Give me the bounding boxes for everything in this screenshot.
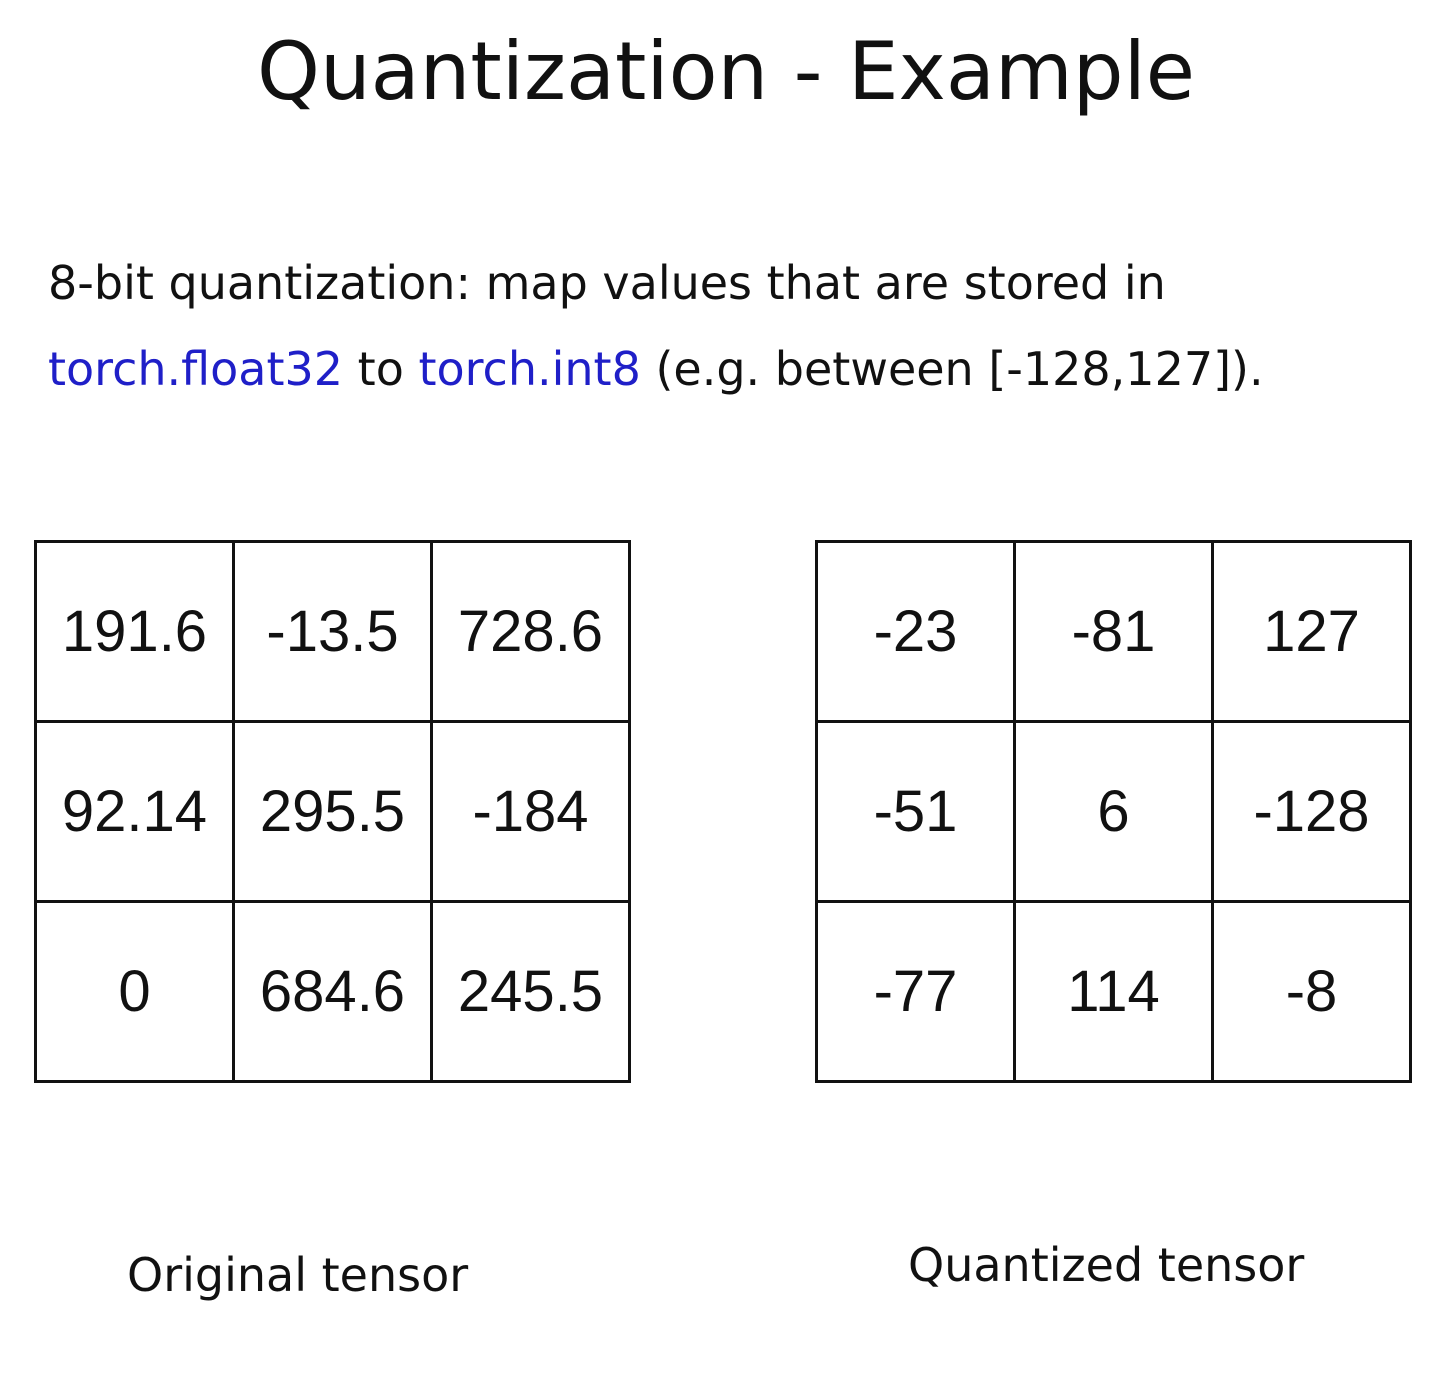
page-title: Quantization - Example	[0, 22, 1440, 122]
table-row: 191.6 -13.5 728.6	[36, 542, 630, 722]
table-cell: 684.6	[234, 902, 432, 1082]
table-cell: 191.6	[36, 542, 234, 722]
table-cell: -51	[817, 722, 1015, 902]
table-cell: -128	[1213, 722, 1411, 902]
table-cell: -81	[1015, 542, 1213, 722]
table-cell: -77	[817, 902, 1015, 1082]
description-line1: 8-bit quantization: map values that are …	[48, 256, 1166, 310]
table-cell: 114	[1015, 902, 1213, 1082]
to-dtype: torch.int8	[418, 342, 640, 396]
table-cell: 728.6	[432, 542, 630, 722]
table-row: -23 -81 127	[817, 542, 1411, 722]
table-cell: -184	[432, 722, 630, 902]
table-cell: 6	[1015, 722, 1213, 902]
table-cell: -23	[817, 542, 1015, 722]
quantized-tensor-caption: Quantized tensor	[908, 1238, 1304, 1292]
table-cell: 127	[1213, 542, 1411, 722]
table-cell: 92.14	[36, 722, 234, 902]
table-cell: 0	[36, 902, 234, 1082]
table-row: -51 6 -128	[817, 722, 1411, 902]
table-row: 92.14 295.5 -184	[36, 722, 630, 902]
table-row: -77 114 -8	[817, 902, 1411, 1082]
table-cell: 295.5	[234, 722, 432, 902]
quantized-tensor-table: -23 -81 127 -51 6 -128 -77 114 -8	[815, 540, 1412, 1083]
table-row: 0 684.6 245.5	[36, 902, 630, 1082]
from-dtype: torch.float32	[48, 342, 343, 396]
original-tensor-caption: Original tensor	[127, 1248, 468, 1302]
description: 8-bit quantization: map values that are …	[48, 240, 1428, 412]
original-tensor-table: 191.6 -13.5 728.6 92.14 295.5 -184 0 684…	[34, 540, 631, 1083]
description-connector: to	[343, 342, 418, 396]
table-cell: -13.5	[234, 542, 432, 722]
table-cell: 245.5	[432, 902, 630, 1082]
table-cell: -8	[1213, 902, 1411, 1082]
description-range: (e.g. between [-128,127]).	[641, 342, 1264, 396]
